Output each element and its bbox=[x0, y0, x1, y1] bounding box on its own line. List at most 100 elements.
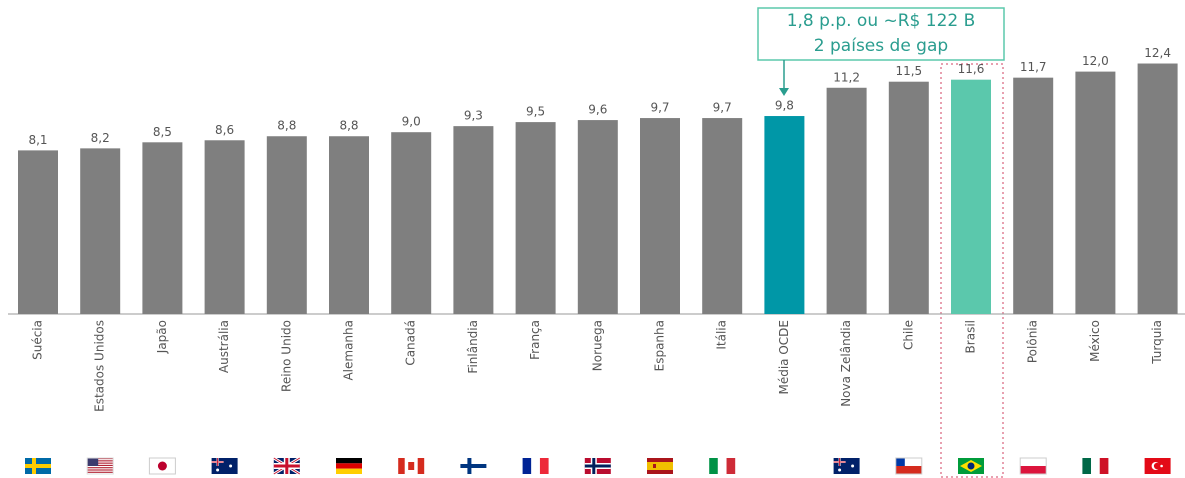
x-tick-label: Média OCDE bbox=[777, 320, 791, 395]
bar bbox=[888, 81, 929, 314]
flag-part bbox=[1160, 464, 1163, 468]
flag-part bbox=[1019, 457, 1047, 475]
bar bbox=[702, 118, 743, 314]
flag-part bbox=[87, 462, 114, 464]
flag-part bbox=[87, 460, 114, 462]
flag-part bbox=[1091, 458, 1100, 474]
flag-part bbox=[336, 468, 362, 474]
flag-part bbox=[851, 464, 855, 468]
x-tick-label: Alemanha bbox=[342, 320, 356, 381]
flag-part bbox=[967, 462, 975, 470]
flag bbox=[86, 457, 114, 475]
bar bbox=[515, 122, 556, 314]
x-tick-label: México bbox=[1088, 320, 1102, 362]
x-tick-label: Japão bbox=[155, 320, 169, 354]
bar bbox=[329, 136, 369, 314]
flag-part bbox=[539, 458, 549, 474]
flag bbox=[460, 458, 487, 474]
arrow-head bbox=[779, 88, 789, 96]
flag-part bbox=[229, 464, 233, 468]
flag-part bbox=[87, 458, 99, 466]
flag-part bbox=[87, 471, 114, 473]
flag-part bbox=[1099, 458, 1109, 474]
value-label: 8,8 bbox=[339, 119, 358, 133]
value-label: 8,1 bbox=[28, 133, 47, 147]
bar bbox=[951, 79, 991, 315]
flag bbox=[1144, 458, 1171, 474]
flag-part bbox=[87, 467, 114, 469]
flag bbox=[647, 458, 673, 474]
bar bbox=[826, 87, 867, 314]
flag-part bbox=[336, 463, 362, 469]
value-label: 11,7 bbox=[1020, 60, 1047, 74]
x-tick-label: Brasil bbox=[964, 320, 978, 353]
annotation-box bbox=[757, 7, 1005, 61]
x-tick-label: Noruega bbox=[590, 320, 604, 371]
flag-part bbox=[531, 458, 540, 474]
flag-part bbox=[709, 458, 718, 474]
bar bbox=[18, 150, 58, 314]
flag-part bbox=[1020, 458, 1047, 466]
flag bbox=[148, 457, 176, 475]
x-tick-label: Finlândia bbox=[466, 320, 480, 374]
flag-part bbox=[86, 457, 114, 475]
flag bbox=[336, 458, 362, 474]
bar bbox=[204, 140, 245, 314]
bar bbox=[764, 116, 805, 314]
flag-part bbox=[25, 464, 51, 468]
bar bbox=[80, 148, 121, 314]
flag-part bbox=[460, 464, 487, 468]
flag-part bbox=[417, 458, 425, 474]
value-label: 11,5 bbox=[895, 64, 922, 78]
value-label: 11,6 bbox=[958, 62, 985, 76]
flag bbox=[398, 458, 425, 474]
flag-part bbox=[336, 458, 362, 464]
flag-part bbox=[647, 462, 673, 470]
flag-part bbox=[895, 458, 905, 466]
flag-part bbox=[895, 466, 922, 474]
value-label: 8,2 bbox=[91, 131, 110, 145]
flag bbox=[273, 456, 301, 476]
bar bbox=[640, 118, 680, 314]
flag-part bbox=[148, 457, 176, 475]
value-label: 12,0 bbox=[1082, 54, 1109, 68]
flag bbox=[895, 457, 923, 475]
flag-part bbox=[838, 468, 842, 472]
x-tick-label: Suécia bbox=[31, 320, 45, 360]
highlight-box bbox=[940, 63, 1004, 478]
flag-part bbox=[211, 458, 238, 474]
flag-part bbox=[726, 458, 736, 474]
flag-part bbox=[833, 458, 860, 474]
flag-part bbox=[273, 464, 300, 468]
flag bbox=[1019, 457, 1047, 475]
bar bbox=[142, 142, 183, 314]
flag-part bbox=[408, 462, 415, 470]
bar bbox=[1075, 71, 1116, 314]
flag-part bbox=[584, 464, 611, 468]
flag-part bbox=[216, 468, 220, 472]
x-tick-label: Nova Zelândia bbox=[839, 320, 853, 407]
x-tick-label: Polônia bbox=[1026, 320, 1040, 363]
flag bbox=[211, 458, 238, 474]
x-tick-label: Chile bbox=[901, 320, 915, 350]
x-tick-label: Estados Unidos bbox=[93, 320, 107, 412]
bar bbox=[266, 136, 307, 314]
flag-part bbox=[895, 457, 923, 475]
value-label: 9,0 bbox=[402, 115, 421, 129]
flag-part bbox=[1082, 458, 1092, 474]
value-label: 9,6 bbox=[588, 103, 607, 117]
flag-part bbox=[717, 458, 727, 474]
flag-part bbox=[1020, 466, 1047, 474]
bar bbox=[453, 126, 494, 314]
x-tick-label: Austrália bbox=[217, 320, 231, 373]
flag-part bbox=[833, 461, 846, 463]
x-tick-label: Canadá bbox=[404, 320, 418, 366]
x-tick-label: Itália bbox=[715, 320, 729, 350]
flag bbox=[1082, 458, 1109, 474]
x-tick-label: França bbox=[528, 320, 542, 360]
value-label: 9,7 bbox=[713, 101, 732, 115]
value-label: 9,8 bbox=[775, 99, 794, 113]
flag bbox=[522, 458, 549, 474]
flag-part bbox=[895, 458, 922, 466]
value-label: 11,2 bbox=[833, 70, 860, 84]
